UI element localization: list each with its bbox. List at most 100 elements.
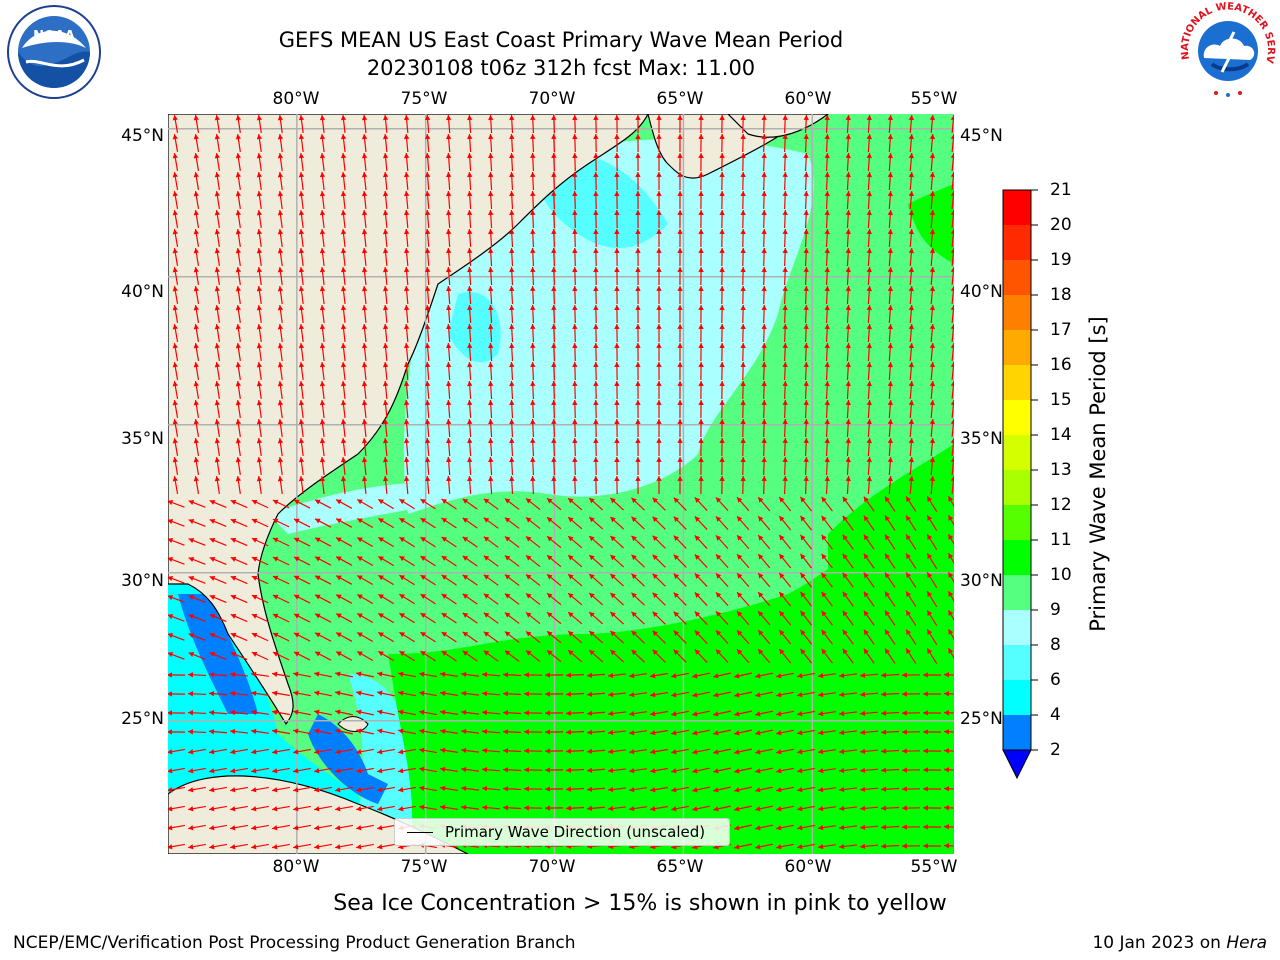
wave-arrow-head xyxy=(782,343,788,349)
wave-arrow-head xyxy=(441,498,448,504)
wave-arrow-head xyxy=(944,786,950,792)
wave-arrow-head xyxy=(419,709,425,715)
lon-tick-top: 70°W xyxy=(528,89,576,109)
wave-arrow-head xyxy=(860,786,866,793)
wave-arrow-head xyxy=(694,573,701,579)
wave-arrow-head xyxy=(530,305,536,311)
wave-arrow-head xyxy=(545,786,550,792)
wave-arrow-head xyxy=(467,362,473,368)
wave-arrow-head xyxy=(235,115,242,121)
wave-arrow-head xyxy=(677,362,683,367)
wave-arrow-head xyxy=(860,767,866,774)
wave-arrow-head xyxy=(755,692,761,698)
wave-arrow-head xyxy=(272,709,278,715)
wave-arrow-head xyxy=(761,457,767,463)
wave-arrow-head xyxy=(545,710,550,716)
wave-arrow-head xyxy=(863,572,869,579)
wave-arrow-head xyxy=(483,574,490,580)
wave-arrow-head xyxy=(488,172,494,178)
wave-arrow-head xyxy=(319,305,326,311)
wave-arrow-head xyxy=(277,191,284,197)
wave-arrow-head xyxy=(446,343,452,349)
wave-arrow-head xyxy=(547,536,553,542)
wave-arrow-head xyxy=(188,844,194,850)
wave-arrow-head xyxy=(908,343,915,349)
wave-arrow-head xyxy=(656,305,662,310)
wave-arrow-head xyxy=(509,400,515,406)
wave-arrow-head xyxy=(272,518,279,524)
wave-arrow-head xyxy=(671,806,677,812)
wave-arrow-head xyxy=(509,134,515,140)
wave-arrow-head xyxy=(755,844,761,850)
legend-line-swatch xyxy=(407,832,433,833)
wave-arrow-head xyxy=(902,748,907,754)
wave-arrow-head xyxy=(209,690,215,697)
wave-arrow-head xyxy=(336,518,342,524)
wave-arrow-head xyxy=(740,381,746,386)
wave-arrow-head xyxy=(593,400,599,405)
wave-arrow-head xyxy=(319,172,326,178)
wave-arrow-head xyxy=(866,134,872,140)
wave-arrow-head xyxy=(293,768,299,774)
wave-arrow-head xyxy=(214,400,221,406)
wave-arrow-head xyxy=(719,229,725,234)
wave-arrow-head xyxy=(256,172,263,178)
wave-arrow-head xyxy=(214,210,221,216)
wave-arrow-head xyxy=(446,286,452,292)
wave-arrow-head xyxy=(277,400,284,406)
wave-arrow-head xyxy=(293,651,300,657)
wave-arrow-head xyxy=(504,593,511,599)
wave-arrow-head xyxy=(635,115,641,120)
wave-arrow-head xyxy=(758,611,764,617)
wave-arrow-head xyxy=(377,749,383,755)
wave-arrow-head xyxy=(698,400,704,405)
wave-arrow-head xyxy=(614,343,620,348)
wave-arrow-head xyxy=(340,438,347,444)
wave-arrow-head xyxy=(340,191,347,197)
wave-arrow-head xyxy=(361,419,368,425)
wave-arrow-head xyxy=(377,709,383,715)
wave-arrow-head xyxy=(335,768,341,774)
wave-arrow-head xyxy=(547,555,553,561)
wave-arrow-head xyxy=(545,748,550,754)
wave-arrow-head xyxy=(403,134,410,140)
wave-arrow-head xyxy=(378,594,384,600)
wave-arrow-head xyxy=(923,672,928,678)
colorbar-label: Primary Wave Mean Period [s] xyxy=(1086,316,1110,632)
wave-arrow-head xyxy=(488,229,494,235)
wave-arrow-head xyxy=(821,496,827,503)
wave-arrow-head xyxy=(188,749,194,755)
colorbar-swatch xyxy=(1003,260,1031,295)
wave-arrow-head xyxy=(593,457,599,462)
lat-tick-right: 45°N xyxy=(960,126,1003,146)
wave-arrow-head xyxy=(845,267,851,273)
wave-arrow-head xyxy=(167,557,174,563)
wave-arrow-head xyxy=(440,728,446,735)
noaa-logo: NOAA xyxy=(6,4,102,104)
wave-arrow-head xyxy=(635,324,641,329)
wave-arrow-head xyxy=(193,229,199,235)
wave-arrow-head xyxy=(172,381,178,387)
wave-arrow-head xyxy=(403,248,410,254)
wave-arrow-head xyxy=(293,575,300,581)
wave-arrow-head xyxy=(340,115,347,121)
wave-arrow-head xyxy=(902,729,907,735)
wave-arrow-head xyxy=(419,728,425,734)
wave-arrow-head xyxy=(677,153,683,158)
wave-arrow-head xyxy=(758,649,764,655)
wave-arrow-head xyxy=(509,229,515,235)
wave-arrow-head xyxy=(698,343,704,348)
wave-arrow-head xyxy=(740,400,746,405)
wave-arrow-head xyxy=(761,419,767,425)
wave-arrow-head xyxy=(403,305,410,311)
wave-arrow-head xyxy=(399,537,405,543)
wave-arrow-head xyxy=(293,825,299,831)
wave-arrow-head xyxy=(235,419,242,425)
wave-arrow-head xyxy=(906,648,912,655)
wave-arrow-head xyxy=(948,515,954,521)
wave-arrow-head xyxy=(566,691,572,697)
wave-arrow-head xyxy=(188,806,194,812)
wave-arrow-head xyxy=(551,229,557,235)
wave-arrow-head xyxy=(719,210,725,215)
wave-arrow-head xyxy=(610,573,616,580)
